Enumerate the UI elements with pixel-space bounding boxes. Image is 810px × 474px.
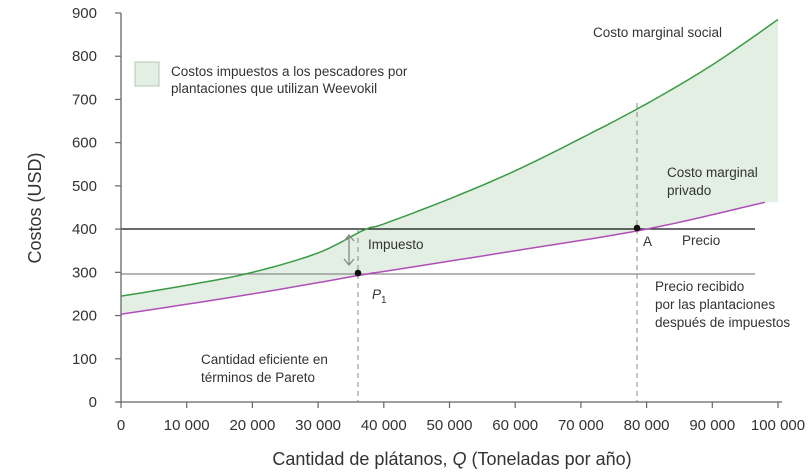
y-tick-label: 500 [72, 178, 97, 195]
x-tick-label: 60 000 [492, 417, 538, 434]
x-tick-label: 70 000 [558, 417, 604, 434]
point-a-marker [633, 224, 641, 232]
x-tick-label: 100 000 [751, 417, 805, 434]
x-tick-label: 20 000 [229, 417, 275, 434]
x-tick-label: 0 [117, 417, 125, 434]
private-mc-label-line1: Costo marginal [667, 165, 758, 180]
point-p1-label: P1 [372, 287, 387, 306]
after-tax-label-line3: después de impuestos [655, 315, 790, 330]
legend-label-line2: plantaciones que utilizan Weevokil [171, 81, 377, 96]
y-tick-label: 200 [72, 308, 97, 325]
y-tick-label: 700 [72, 91, 97, 108]
legend-swatch [134, 61, 160, 87]
social-marginal-cost-curve [120, 18, 779, 297]
y-axis-ticks: 0 100 200 300 400 500 600 700 800 900 [72, 5, 121, 411]
x-tick-label: 80 000 [624, 417, 670, 434]
externality-shaded-area [121, 19, 778, 315]
y-tick-label: 0 [89, 394, 97, 411]
social-mc-label: Costo marginal social [593, 25, 722, 40]
price-label: Precio [682, 233, 720, 248]
x-axis-title: Cantidad de plátanos, Q (Toneladas por a… [272, 449, 631, 469]
after-tax-label-line2: por las plantaciones [655, 297, 775, 312]
pareto-label-line2: términos de Pareto [201, 370, 315, 385]
private-marginal-cost-curve [120, 201, 766, 316]
tax-label: Impuesto [368, 237, 424, 252]
y-tick-label: 300 [72, 264, 97, 281]
y-axis-title: Costos (USD) [25, 152, 45, 263]
y-tick-label: 100 [72, 351, 97, 368]
x-tick-label: 40 000 [361, 417, 407, 434]
y-tick-label: 400 [72, 221, 97, 238]
x-tick-label: 50 000 [427, 417, 473, 434]
point-p1-marker [354, 269, 362, 277]
x-tick-label: 30 000 [295, 417, 341, 434]
y-tick-label: 800 [72, 48, 97, 65]
y-tick-label: 600 [72, 135, 97, 152]
after-tax-label-line1: Precio recibido [655, 279, 744, 294]
x-axis-ticks: 0 10 000 20 000 30 000 40 000 50 000 60 000 70 … [117, 402, 805, 434]
x-tick-label: 90 000 [689, 417, 735, 434]
x-tick-label: 10 000 [164, 417, 210, 434]
legend-label-line1: Costos impuestos a los pescadores por [171, 64, 408, 79]
point-a-label: A [643, 234, 652, 249]
tax-arrow-icon [343, 233, 355, 267]
pareto-label-line1: Cantidad eficiente en [201, 352, 328, 367]
y-tick-label: 900 [72, 5, 97, 22]
private-mc-label-line2: privado [667, 183, 711, 198]
